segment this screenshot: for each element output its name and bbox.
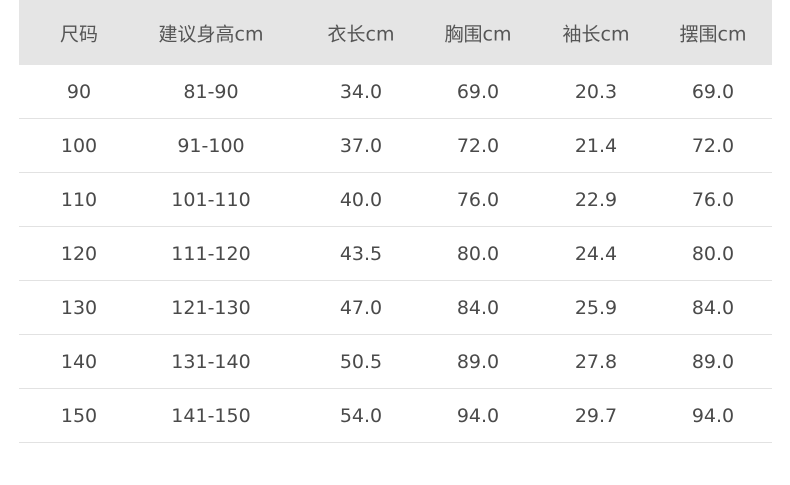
column-header: 胸围cm (444, 23, 512, 45)
column-header: 摆围cm (679, 23, 747, 45)
table-cell: 50.5 (339, 350, 383, 373)
table-cell: 27.8 (574, 350, 618, 373)
table-cell: 94.0 (456, 404, 500, 427)
table-cell: 100 (60, 134, 98, 157)
table-cell: 121-130 (171, 296, 251, 319)
table-row: 150 141-150 54.0 94.0 29.7 94.0 (19, 389, 772, 443)
table-header: 尺码 建议身高cm 衣长cm 胸围cm 袖长cm 摆围cm (19, 0, 772, 65)
table-cell: 72.0 (691, 134, 735, 157)
table-row: 140 131-140 50.5 89.0 27.8 89.0 (19, 335, 772, 389)
table-cell: 54.0 (339, 404, 383, 427)
table-cell: 101-110 (171, 188, 251, 211)
table-cell: 76.0 (456, 188, 500, 211)
table-cell: 69.0 (691, 80, 735, 103)
table-cell: 69.0 (456, 80, 500, 103)
table-cell: 84.0 (456, 296, 500, 319)
table-cell: 34.0 (339, 80, 383, 103)
table-cell: 80.0 (456, 242, 500, 265)
table-cell: 40.0 (339, 188, 383, 211)
table-cell: 43.5 (339, 242, 383, 265)
column-header: 袖长cm (562, 23, 630, 45)
table-cell: 20.3 (574, 80, 618, 103)
table-cell: 131-140 (171, 350, 251, 373)
column-header: 衣长cm (327, 23, 395, 45)
table-cell: 141-150 (171, 404, 251, 427)
column-header: 尺码 (59, 23, 99, 45)
size-chart-table: 尺码 建议身高cm 衣长cm 胸围cm 袖长cm 摆围cm 90 81-90 34.0 69.0… (19, 0, 772, 443)
table-cell: 22.9 (574, 188, 618, 211)
table-cell: 84.0 (691, 296, 735, 319)
table-cell: 21.4 (574, 134, 618, 157)
table-body: 90 81-90 34.0 69.0 20.3 69.0 100 91-100 37.0 72.0… (19, 65, 772, 443)
table-row: 120 111-120 43.5 80.0 24.4 80.0 (19, 227, 772, 281)
table-row: 100 91-100 37.0 72.0 21.4 72.0 (19, 119, 772, 173)
table-cell: 80.0 (691, 242, 735, 265)
table-cell: 72.0 (456, 134, 500, 157)
table-cell: 47.0 (339, 296, 383, 319)
table-row: 90 81-90 34.0 69.0 20.3 69.0 (19, 65, 772, 119)
table-cell: 140 (60, 350, 98, 373)
table-cell: 91-100 (177, 134, 245, 157)
table-cell: 111-120 (171, 242, 251, 265)
table-cell: 81-90 (183, 80, 239, 103)
table-cell: 89.0 (691, 350, 735, 373)
table-row: 110 101-110 40.0 76.0 22.9 76.0 (19, 173, 772, 227)
table-cell: 90 (66, 80, 92, 103)
table-cell: 150 (60, 404, 98, 427)
table-cell: 110 (60, 188, 98, 211)
table-cell: 120 (60, 242, 98, 265)
table-cell: 89.0 (456, 350, 500, 373)
table-cell: 76.0 (691, 188, 735, 211)
table-cell: 94.0 (691, 404, 735, 427)
table-cell: 29.7 (574, 404, 618, 427)
table-cell: 25.9 (574, 296, 618, 319)
table-cell: 37.0 (339, 134, 383, 157)
table-row: 130 121-130 47.0 84.0 25.9 84.0 (19, 281, 772, 335)
column-header: 建议身高cm (158, 23, 264, 45)
table-cell: 130 (60, 296, 98, 319)
table-cell: 24.4 (574, 242, 618, 265)
